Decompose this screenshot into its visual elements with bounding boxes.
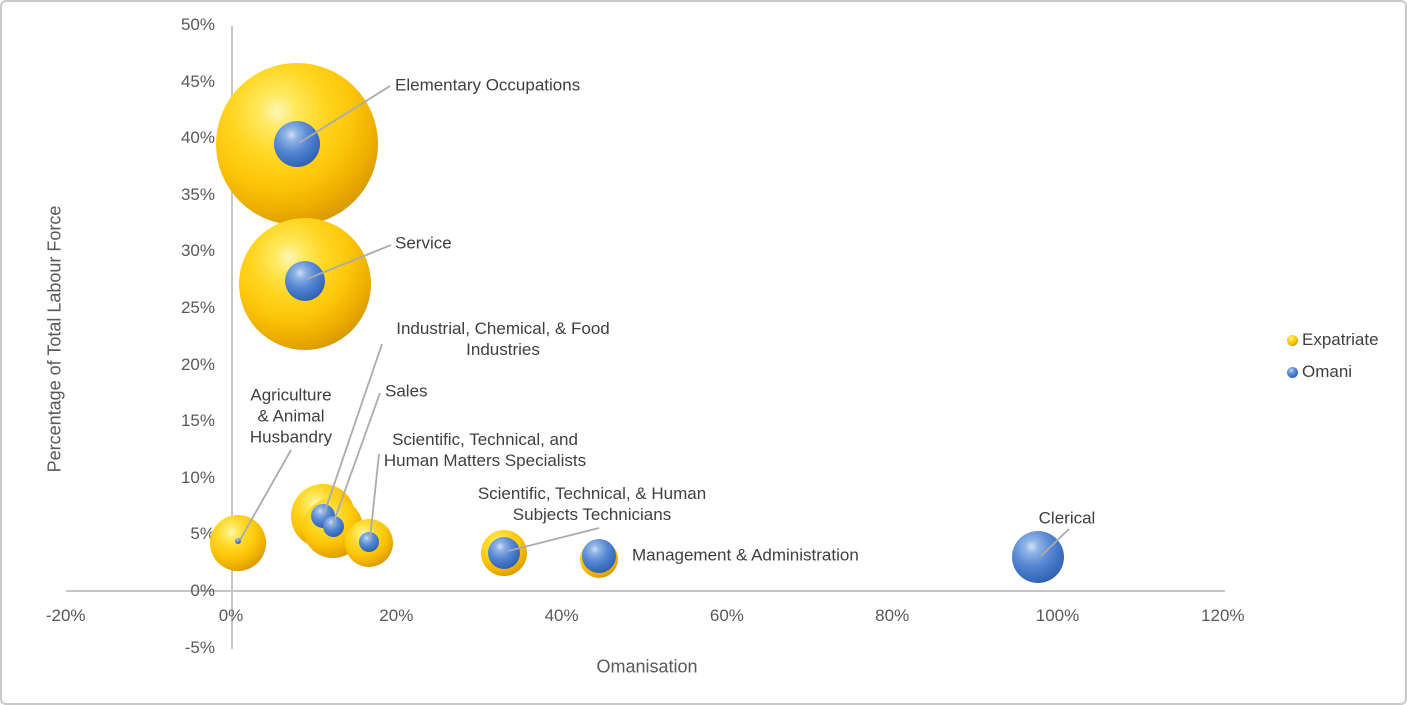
y-tick-5: 5% bbox=[190, 524, 215, 544]
data-label-management-administration: Management & Administration bbox=[632, 545, 859, 565]
legend-item-expatriate: Expatriate bbox=[1287, 331, 1379, 349]
x-axis-title: Omanisation bbox=[596, 656, 698, 677]
data-label-elementary-occupations: Elementary Occupations bbox=[395, 75, 581, 95]
y-tick-35: 35% bbox=[180, 184, 215, 204]
y-tick-25: 25% bbox=[180, 298, 215, 317]
legend-item-omani: Omani bbox=[1287, 363, 1352, 381]
x-tick-80: 80% bbox=[875, 606, 910, 625]
x-axis-line bbox=[66, 590, 1225, 592]
x-tick-40: 40% bbox=[544, 606, 579, 625]
y-tick-30: 30% bbox=[180, 241, 215, 261]
data-label-sales: Sales bbox=[385, 381, 428, 401]
y-tick-15: 15% bbox=[180, 411, 215, 431]
y-tick-10: 10% bbox=[180, 467, 215, 487]
y-tick-20: 20% bbox=[180, 354, 215, 374]
data-label-clerical: Clerical bbox=[1038, 508, 1096, 528]
x-tick-20: -20% bbox=[45, 606, 86, 625]
y-tick-50: 50% bbox=[180, 15, 215, 34]
legend-marker-omani-icon bbox=[1287, 366, 1298, 378]
y-axis-line bbox=[231, 26, 233, 649]
legend-marker-expatriate-icon bbox=[1287, 334, 1298, 346]
y-tick-0: 0% bbox=[190, 581, 215, 600]
legend-label-expatriate: Expatriate bbox=[1302, 330, 1379, 349]
data-label-service: Service bbox=[395, 233, 452, 253]
x-tick-100: 100% bbox=[1035, 606, 1080, 625]
bubble-omani-agriculture-animal-husbandry bbox=[235, 538, 242, 545]
x-tick-60: 60% bbox=[709, 606, 744, 625]
data-label-agriculture-animal-husbandry: Agriculture & Animal Husbandry bbox=[249, 385, 333, 447]
y-tick-40: 40% bbox=[180, 128, 215, 148]
x-tick-0: 0% bbox=[218, 606, 244, 625]
y-tick-45: 45% bbox=[180, 71, 215, 91]
data-label-industrial-chemical-food-industries: Industrial, Chemical, & Food Industries bbox=[396, 319, 610, 359]
data-label-scientific-technical-human-subjects-technicians: Scientific, Technical, & Human Subjects … bbox=[477, 484, 707, 524]
data-label-scientific-technical-and-human-matters-specialists: Scientific, Technical, and Human Matters… bbox=[383, 430, 587, 470]
x-tick-120: 120% bbox=[1201, 606, 1245, 625]
x-tick-20: 20% bbox=[379, 606, 414, 625]
y-axis-title: Percentage of Total Labour Force bbox=[44, 205, 65, 473]
legend-label-omani: Omani bbox=[1302, 362, 1353, 381]
y-tick-5: -5% bbox=[184, 637, 215, 657]
